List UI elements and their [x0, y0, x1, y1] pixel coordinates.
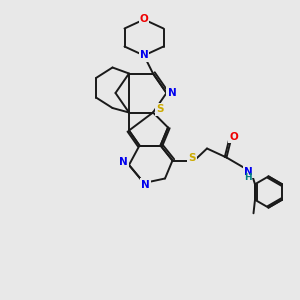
Text: N: N — [244, 167, 253, 177]
Text: S: S — [156, 104, 163, 115]
Text: N: N — [119, 157, 128, 167]
Text: H: H — [244, 173, 252, 182]
Text: O: O — [140, 14, 148, 25]
Text: N: N — [167, 88, 176, 98]
Text: S: S — [188, 153, 196, 163]
Text: N: N — [140, 50, 148, 61]
Text: N: N — [141, 179, 150, 190]
Text: O: O — [229, 131, 238, 142]
